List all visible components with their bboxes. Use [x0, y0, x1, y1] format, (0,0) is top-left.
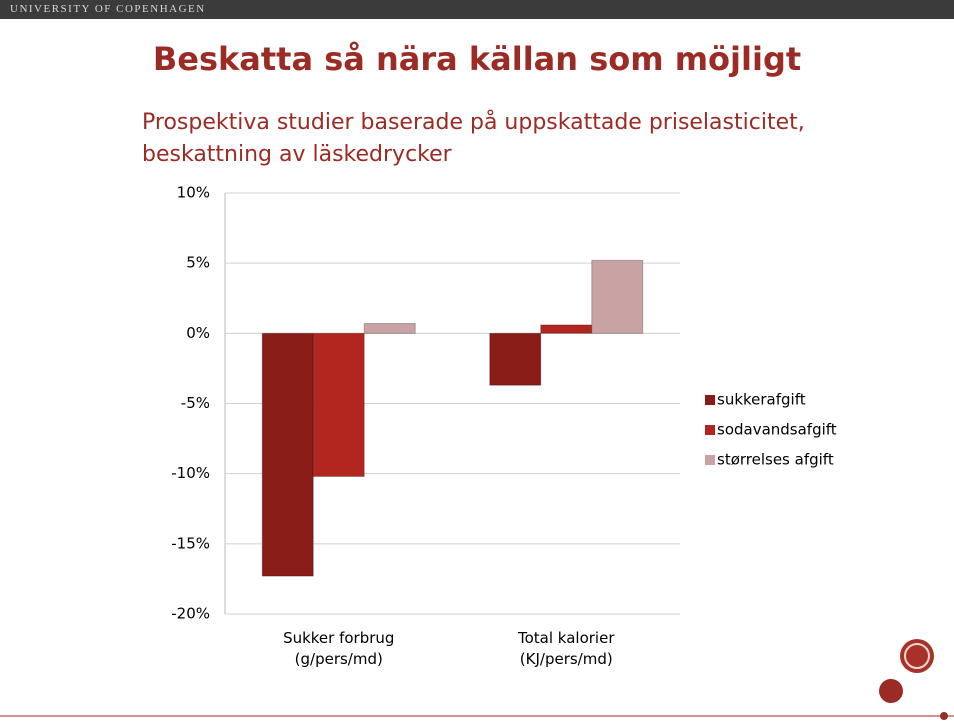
y-tick-label: -5% [181, 394, 210, 412]
legend-swatch [705, 455, 715, 465]
legend-swatch [705, 395, 715, 405]
subtitle-line: beskattning av läskedrycker [142, 142, 452, 167]
y-tick-label: -10% [171, 464, 210, 482]
x-tick-label: Sukker forbrug (g/pers/md) [283, 629, 395, 668]
y-tick-label: 10% [177, 184, 210, 202]
logo-dot [879, 679, 903, 703]
bar [591, 259, 644, 334]
logo-seal-ring [904, 643, 930, 669]
bar [540, 324, 593, 334]
y-tick-label: -20% [171, 605, 210, 623]
x-tick-label: Total kalorier (KJ/pers/md) [518, 629, 615, 668]
legend-label: sukkerafgift [717, 391, 806, 409]
bar [312, 332, 365, 477]
y-tick-label: -15% [171, 534, 210, 552]
y-tick-label: 0% [186, 324, 210, 342]
bar [489, 332, 542, 386]
legend-label: størrelses afgift [717, 451, 834, 469]
slide-title: Beskatta så nära källan som möjligt [152, 40, 802, 78]
footer-dot [940, 712, 948, 720]
legend-swatch [705, 425, 715, 435]
y-tick-label: 5% [186, 254, 210, 272]
legend-label: sodavandsafgift [717, 421, 837, 439]
top-bar: UNIVERSITY OF COPENHAGEN [0, 0, 954, 19]
bar [363, 323, 416, 334]
bar [261, 332, 314, 577]
subtitle-line: Prospektiva studier baserade på uppskatt… [142, 110, 805, 135]
university-name: UNIVERSITY OF COPENHAGEN [10, 3, 206, 15]
